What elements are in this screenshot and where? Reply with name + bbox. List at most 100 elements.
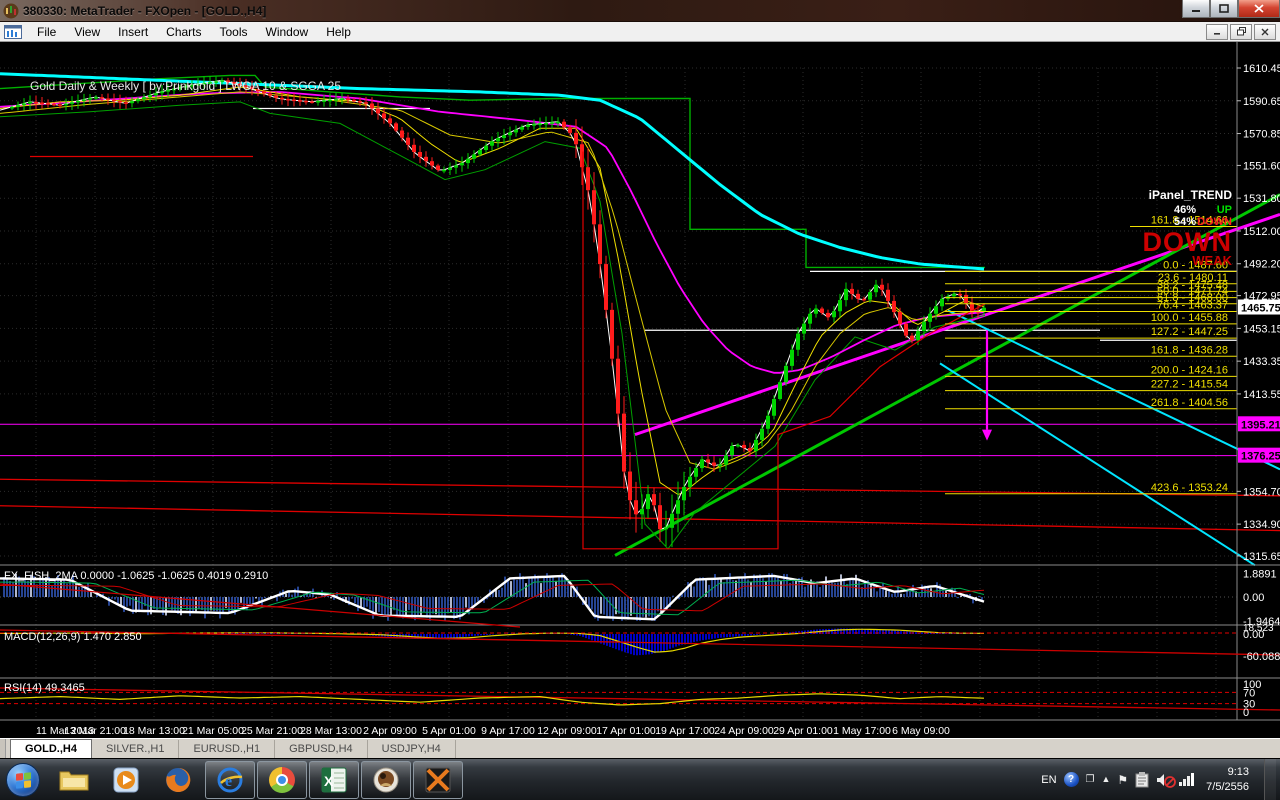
svg-text:261.8 - 1404.56: 261.8 - 1404.56 [1151,397,1228,409]
svg-text:RSI(14) 49.3465: RSI(14) 49.3465 [4,682,85,694]
svg-text:DOWN: DOWN [1197,216,1232,228]
svg-text:6 May 09:00: 6 May 09:00 [892,725,950,737]
menu-tools[interactable]: Tools [219,24,248,39]
close-button[interactable] [1238,0,1280,18]
tab-eurusd-h1[interactable]: EURUSD.,H1 [179,740,276,758]
system-tray: EN ? ❐ ▲ ⚑ 9:13 7/5/2556 [1041,759,1280,800]
svg-text:13 Mar 21:00: 13 Mar 21:00 [64,725,126,737]
svg-text:Gold Daily & Weekly [ by:Prink: Gold Daily & Weekly [ by:Prinkgold ] LWG… [30,79,341,93]
language-indicator[interactable]: EN [1041,773,1057,786]
svg-text:1531.80: 1531.80 [1243,193,1280,205]
chart-tab-bar: GOLD.,H4 SILVER.,H1 EURUSD.,H1 GBPUSD,H4… [0,738,1280,758]
chart-window-icon [4,24,22,39]
svg-text:161.8 - 1514.66: 161.8 - 1514.66 [1151,215,1228,227]
svg-text:100: 100 [1243,679,1261,691]
svg-text:1.8891: 1.8891 [1243,569,1277,581]
flag-icon[interactable]: ⚑ [1117,772,1129,787]
svg-text:UP: UP [1217,204,1232,216]
excel-icon[interactable]: X [309,760,359,799]
svg-text:DOWN: DOWN [1143,227,1232,257]
svg-text:1 May 17:00: 1 May 17:00 [833,725,891,737]
svg-text:23.6 - 1480.11: 23.6 - 1480.11 [1158,272,1228,284]
svg-text:423.6 - 1353.24: 423.6 - 1353.24 [1151,482,1228,494]
explorer-icon[interactable] [49,761,99,799]
svg-text:17 Apr 01:00: 17 Apr 01:00 [596,725,656,737]
svg-text:0: 0 [1243,707,1249,719]
clock[interactable]: 9:13 7/5/2556 [1202,765,1257,795]
menu-file[interactable]: File [37,24,57,39]
show-desktop-button[interactable] [1264,759,1276,800]
svg-text:12 Apr 09:00: 12 Apr 09:00 [537,725,597,737]
svg-text:0.0 - 1487.60: 0.0 - 1487.60 [1163,259,1228,271]
tab-usdjpy-h4[interactable]: USDJPY,H4 [368,740,456,758]
svg-text:227.2 - 1415.54: 227.2 - 1415.54 [1151,379,1228,391]
svg-text:1610.45: 1610.45 [1243,63,1280,75]
media-player-icon[interactable] [101,761,151,799]
menu-help[interactable]: Help [326,24,351,39]
svg-text:1354.70: 1354.70 [1243,486,1280,498]
network-icon[interactable] [1179,773,1195,786]
menu-bar: File View Insert Charts Tools Window Hel… [0,22,1280,42]
svg-text:0.00: 0.00 [1243,592,1264,604]
svg-text:70: 70 [1243,687,1255,699]
menu-view[interactable]: View [74,24,101,39]
svg-text:54%: 54% [1174,216,1196,228]
svg-text:46%: 46% [1174,204,1196,216]
internet-explorer-icon[interactable]: e [205,760,255,799]
minimize-button[interactable] [1182,0,1210,18]
svg-text:1413.55: 1413.55 [1243,389,1280,401]
trading-app-icon[interactable] [413,760,463,799]
clipboard-icon[interactable] [1135,771,1149,788]
svg-text:29 Apr 01:00: 29 Apr 01:00 [773,725,833,737]
menu-insert[interactable]: Insert [118,24,149,39]
menu-charts[interactable]: Charts [166,24,202,39]
messenger-app-icon[interactable] [361,760,411,799]
chrome-icon[interactable] [257,760,307,799]
svg-text:127.2 - 1447.25: 127.2 - 1447.25 [1151,326,1228,338]
chart-canvas[interactable]: 0.0 - 1487.60 23.6 - 1480.11 38.2 - 1475.4… [0,42,1280,738]
svg-text:1465.75: 1465.75 [1241,303,1280,315]
title-bar: 380330: MetaTrader - FXOpen - [GOLD.,H4] [0,0,1280,22]
child-close-button[interactable] [1254,23,1276,40]
svg-text:9 Apr 17:00: 9 Apr 17:00 [481,725,535,737]
restore-window-icon[interactable]: ❐ [1085,773,1095,785]
child-restore-button[interactable] [1230,23,1252,40]
svg-text:-1.9464: -1.9464 [1243,616,1280,628]
child-minimize-button[interactable] [1206,23,1228,40]
svg-text:5 Apr 01:00: 5 Apr 01:00 [422,725,476,737]
app-icon [3,3,19,18]
svg-text:MACD(12,26,9) 1.470 2.850: MACD(12,26,9) 1.470 2.850 [4,631,142,643]
svg-text:24 Apr 09:00: 24 Apr 09:00 [714,725,774,737]
menu-window[interactable]: Window [265,24,309,39]
svg-text:1334.90: 1334.90 [1243,519,1280,531]
svg-text:1395.21: 1395.21 [1241,419,1280,431]
svg-text:X: X [324,773,334,789]
svg-text:76.4 - 1463.37: 76.4 - 1463.37 [1157,299,1228,311]
svg-text:25 Mar 21:00: 25 Mar 21:00 [241,725,303,737]
svg-text:e: e [225,773,232,790]
svg-text:iPanel_TREND: iPanel_TREND [1149,188,1233,202]
svg-text:1551.60: 1551.60 [1243,160,1280,172]
help-icon[interactable]: ? [1063,772,1079,787]
svg-text:-60.088: -60.088 [1243,651,1280,663]
show-hidden-icons[interactable]: ▲ [1101,774,1111,784]
tab-silver-h1[interactable]: SILVER.,H1 [92,740,180,758]
svg-text:61.8 - 1468.00: 61.8 - 1468.00 [1157,292,1228,304]
svg-text:38.2 - 1475.48: 38.2 - 1475.48 [1157,279,1228,291]
firefox-icon[interactable] [153,761,203,799]
svg-text:1315.65: 1315.65 [1243,551,1280,563]
start-button[interactable] [6,762,40,797]
svg-text:19 Apr 17:00: 19 Apr 17:00 [655,725,715,737]
svg-text:1376.25: 1376.25 [1241,451,1280,463]
svg-text:1512.00: 1512.00 [1243,226,1280,238]
svg-text:11 Mar 2013: 11 Mar 2013 [36,725,94,737]
svg-text:2 Apr 09:00: 2 Apr 09:00 [363,725,417,737]
tab-gold-h4[interactable]: GOLD.,H4 [10,739,92,758]
svg-text:1590.65: 1590.65 [1243,96,1280,108]
tab-gbpusd-h4[interactable]: GBPUSD,H4 [275,740,368,758]
maximize-button[interactable] [1210,0,1238,18]
tab-scroll-edge[interactable] [0,739,6,758]
volume-muted-icon[interactable] [1156,773,1177,788]
svg-text:200.0 - 1424.16: 200.0 - 1424.16 [1151,364,1228,376]
